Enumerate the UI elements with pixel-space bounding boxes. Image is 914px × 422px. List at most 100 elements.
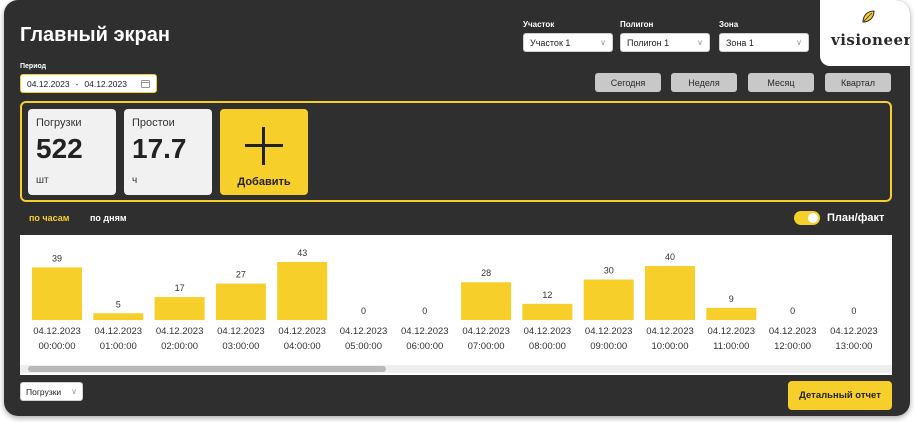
chart-data-label: 40 [665, 252, 675, 262]
chart-tick-label: 04.12.2023 [278, 326, 326, 337]
kpi-card-downtime[interactable]: Простои 17.7 ч [124, 109, 212, 195]
chart-tick-label: 01:00:00 [100, 341, 137, 352]
chart-data-label: 0 [422, 306, 427, 316]
range-month-button[interactable]: Месяц [748, 73, 814, 92]
logo: visioneer [820, 0, 910, 66]
section-select-value: Участок 1 [530, 37, 571, 48]
chart-bar[interactable] [277, 262, 328, 320]
kpi-card-value: 17.7 [132, 133, 187, 164]
filter-polygon-label: Полигон [620, 20, 654, 29]
chart-tick-label: 04.12.2023 [524, 326, 572, 337]
range-today-button[interactable]: Сегодня [595, 73, 661, 92]
tab-daily[interactable]: по дням [90, 213, 127, 223]
chart-tick-label: 04.12.2023 [708, 326, 756, 337]
chart-tick-label: 02:00:00 [161, 341, 198, 352]
chart-tick-label: 04.12.2023 [401, 326, 449, 337]
chart-bar[interactable] [522, 303, 573, 320]
chart-tick-label: 04.12.2023 [585, 326, 633, 337]
chart-bar[interactable] [154, 297, 205, 320]
chart-tick-label: 07:00:00 [468, 341, 505, 352]
kpi-cards-panel: Погрузки 522 шт Простои 17.7 ч Добавить [20, 101, 892, 202]
chart-data-label: 12 [542, 290, 552, 300]
kpi-card-unit: ч [132, 175, 138, 186]
chart-tick-label: 04:00:00 [284, 341, 321, 352]
filter-polygon: Полигон Полигон 1 ∨ [620, 20, 710, 52]
chart-data-label: 0 [361, 306, 366, 316]
period-from: 04.12.2023 [27, 78, 70, 89]
range-quarter-button[interactable]: Квартал [825, 73, 891, 92]
kpi-card-loads[interactable]: Погрузки 522 шт [28, 109, 116, 195]
plus-icon [245, 127, 283, 165]
chart-bar[interactable] [706, 307, 757, 320]
chart-tick-label: 00:00:00 [39, 341, 76, 352]
page-title: Главный экран [20, 24, 170, 46]
polygon-select[interactable]: Полигон 1 ∨ [620, 33, 710, 52]
chart-bar[interactable] [93, 313, 144, 320]
chevron-down-icon: ∨ [600, 38, 606, 47]
section-select[interactable]: Участок 1 ∨ [523, 33, 613, 52]
chart-tick-label: 10:00:00 [652, 341, 689, 352]
plan-fact-toggle[interactable] [794, 211, 820, 225]
filter-section-label: Участок [523, 20, 555, 29]
zone-select[interactable]: Зона 1 ∨ [719, 33, 809, 52]
chart-bar[interactable] [583, 279, 634, 320]
range-week-button[interactable]: Неделя [671, 73, 737, 92]
chart-svg: 39 04.12.2023 00:00:00 5 04.12.2023 01:00:00 1… [32, 248, 878, 352]
chart-tick-label: 04.12.2023 [156, 326, 204, 337]
calendar-icon [141, 79, 150, 88]
chevron-down-icon: ∨ [71, 387, 77, 396]
plan-fact-label: План/факт [827, 212, 885, 224]
chart-tick-label: 04.12.2023 [95, 326, 143, 337]
chart-tick-label: 11:00:00 [713, 341, 749, 352]
chart-scrollbar[interactable] [20, 365, 892, 373]
chart-tick-label: 04.12.2023 [217, 326, 265, 337]
chart-bar[interactable] [215, 283, 266, 320]
chart-tick-label: 04.12.2023 [769, 326, 817, 337]
filter-section: Участок Участок 1 ∨ [523, 20, 613, 52]
chart-tick-label: 13:00:00 [835, 341, 872, 352]
chevron-down-icon: ∨ [697, 38, 703, 47]
chart-bar[interactable] [645, 266, 695, 320]
kpi-card-label: Погрузки [36, 117, 82, 129]
chart-tick-label: 04.12.2023 [33, 326, 81, 337]
chart-tick-label: 03:00:00 [222, 341, 259, 352]
chart-tick-label: 09:00:00 [590, 341, 627, 352]
period-separator: - [75, 78, 79, 89]
kpi-card-label: Простои [132, 117, 175, 129]
tab-hourly[interactable]: по часам [29, 213, 70, 223]
chart-data-label: 28 [481, 268, 491, 278]
add-card-label: Добавить [237, 176, 291, 188]
chart-scrollbar-thumb[interactable] [28, 366, 386, 372]
chart-bar[interactable] [461, 282, 512, 320]
zone-select-value: Зона 1 [726, 37, 754, 48]
detailed-report-button[interactable]: Детальный отчет [788, 381, 892, 410]
chart-data-label: 17 [175, 283, 185, 293]
chart-tick-label: 04.12.2023 [462, 326, 510, 337]
chart-tick-label: 04.12.2023 [646, 326, 694, 337]
chart-tick-label: 08:00:00 [529, 341, 566, 352]
kpi-card-value: 522 [36, 133, 83, 164]
filter-zone-label: Зона [719, 20, 739, 29]
chart-data-label: 30 [604, 266, 614, 276]
chart-data-label: 0 [851, 306, 856, 316]
chart-data-label: 9 [729, 294, 734, 304]
chart-bar[interactable] [32, 267, 82, 320]
logo-text: visioneer [831, 31, 910, 49]
chart-tick-label: 06:00:00 [406, 341, 443, 352]
leaf-icon [862, 10, 875, 23]
chart-tick-label: 05:00:00 [345, 341, 382, 352]
metric-select-value: Погрузки [26, 386, 62, 397]
kpi-card-unit: шт [36, 175, 49, 186]
period-date-range[interactable]: 04.12.2023 - 04.12.2023 [20, 74, 157, 93]
filter-zone: Зона Зона 1 ∨ [719, 20, 809, 52]
metric-select[interactable]: Погрузки ∨ [20, 382, 83, 401]
period-label: Период [20, 63, 47, 70]
add-card-button[interactable]: Добавить [220, 109, 308, 195]
chart-data-label: 27 [236, 270, 246, 280]
polygon-select-value: Полигон 1 [627, 37, 670, 48]
chart-tick-label: 04.12.2023 [340, 326, 388, 337]
chevron-down-icon: ∨ [796, 38, 802, 47]
chart-data-label: 0 [790, 306, 795, 316]
chart-data-label: 39 [52, 253, 62, 263]
chart-data-label: 5 [116, 299, 121, 309]
